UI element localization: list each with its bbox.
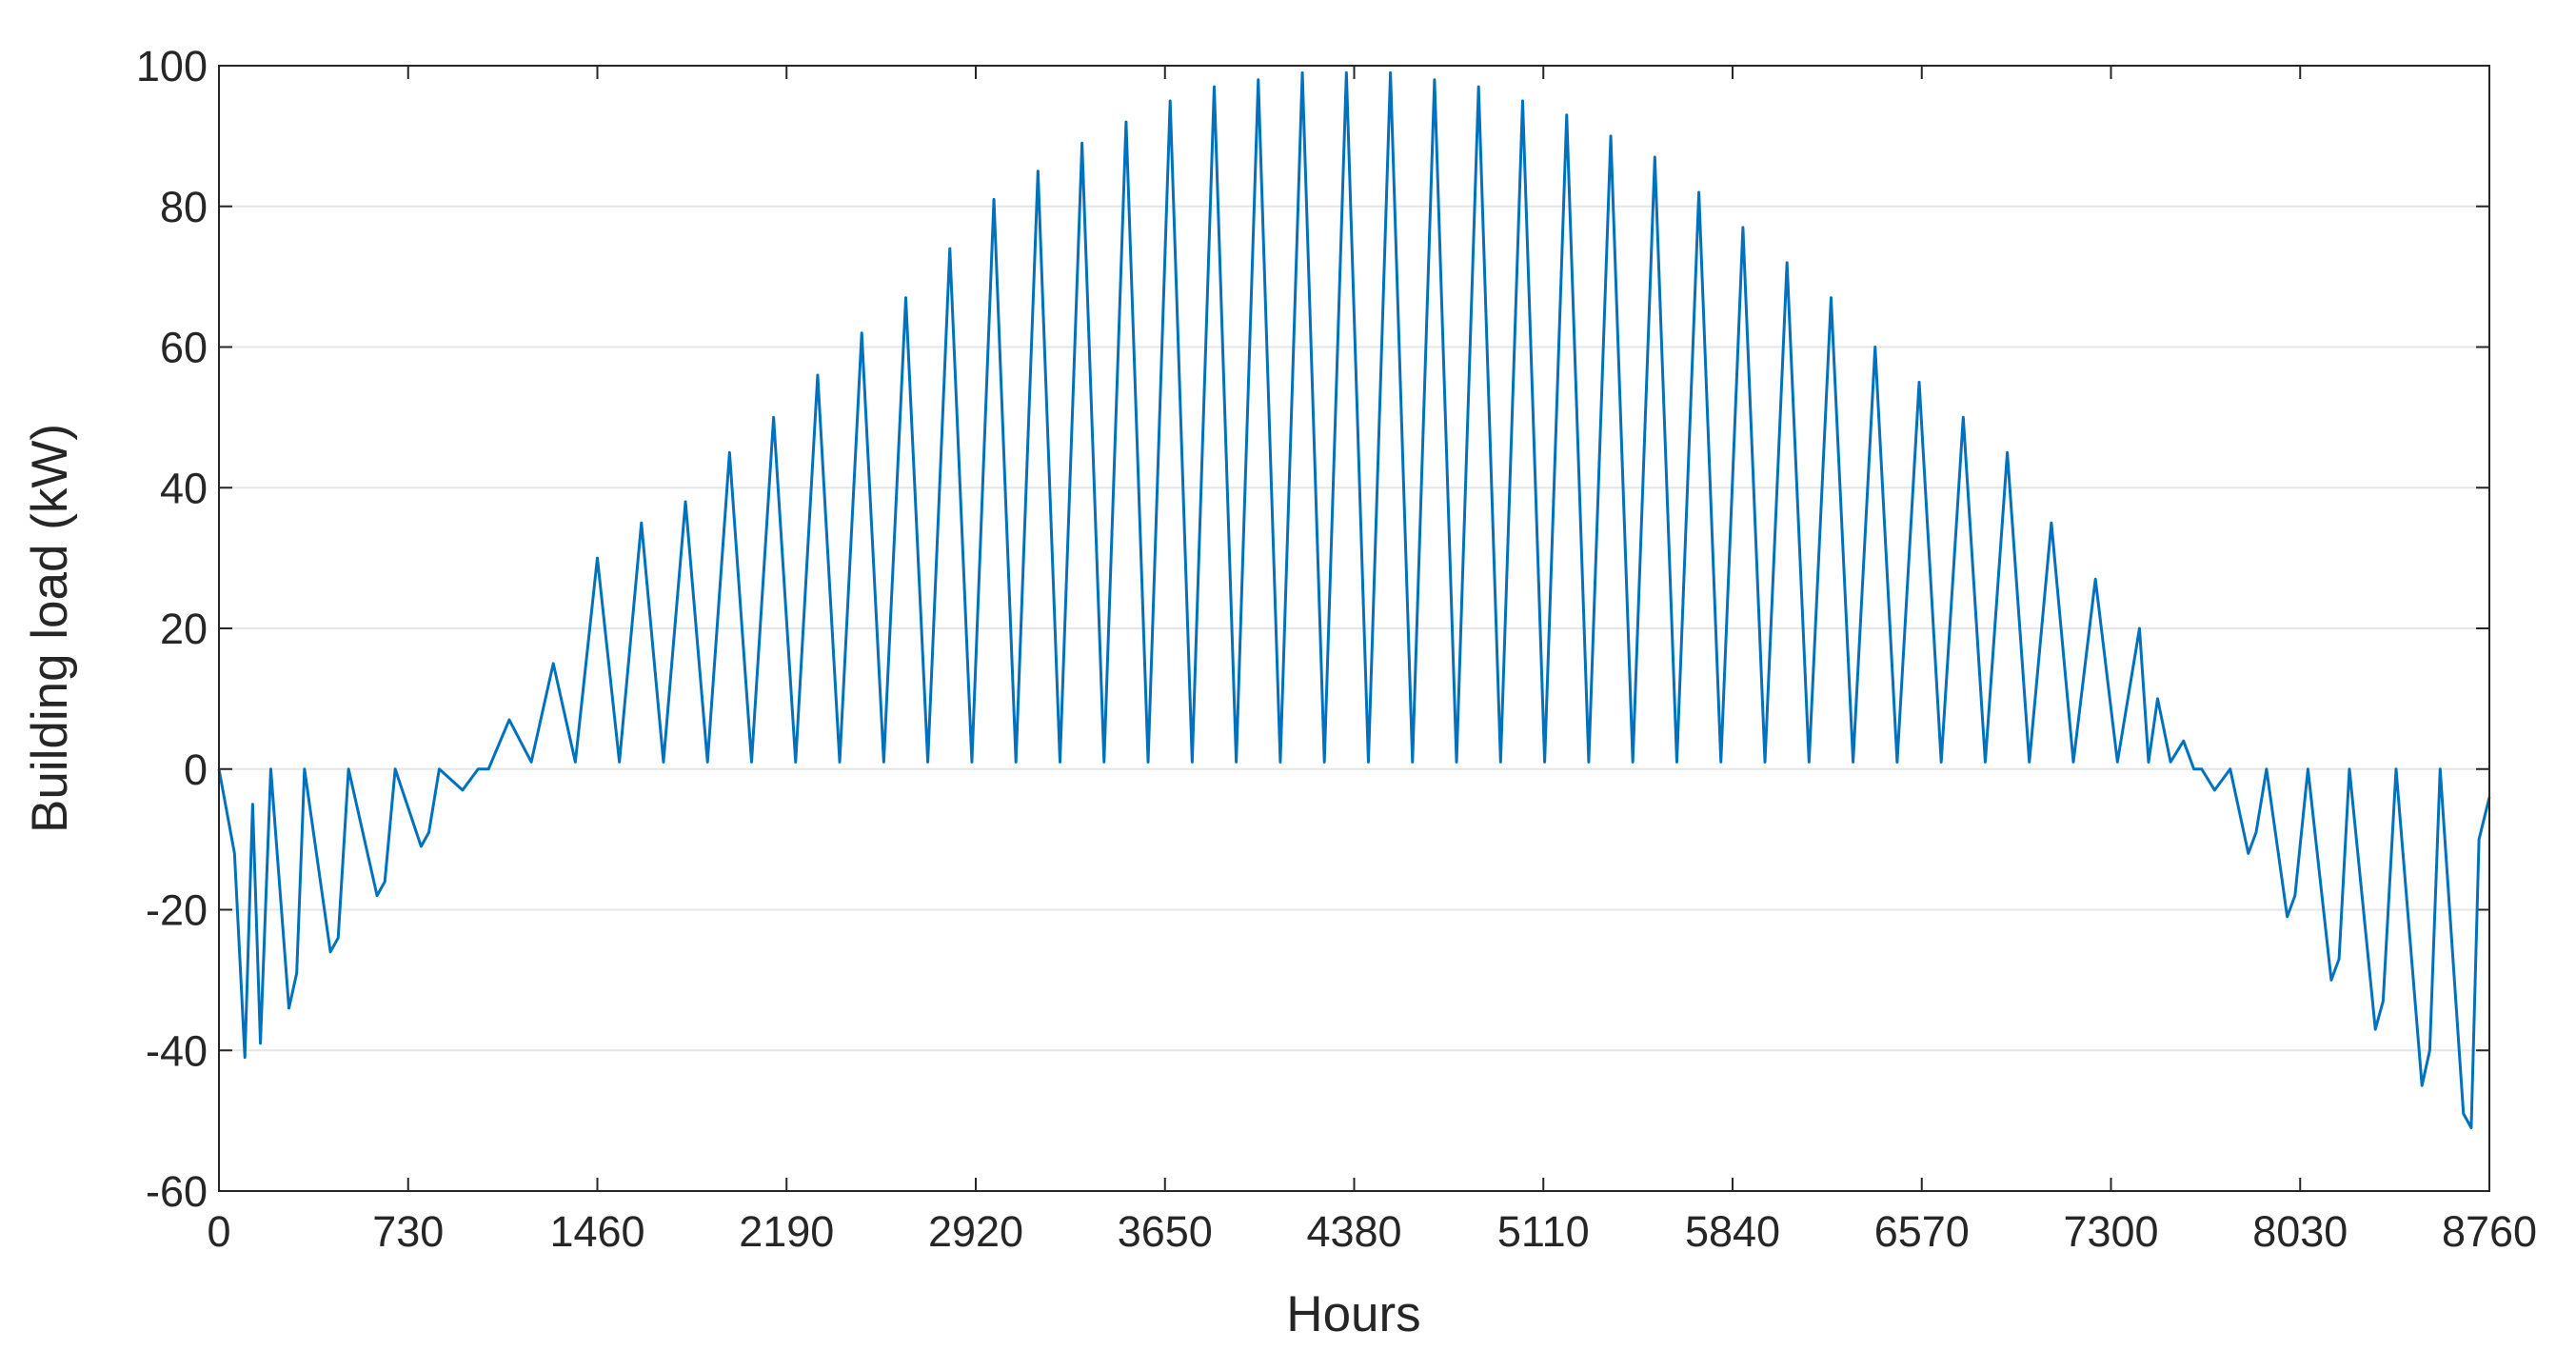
data-line xyxy=(217,70,2491,1130)
x-tick-label: 0 xyxy=(207,1207,230,1256)
x-tick-label: 5110 xyxy=(1497,1207,1590,1256)
x-axis-label: Hours xyxy=(1286,1286,1420,1342)
x-tick-label: 3650 xyxy=(1118,1207,1213,1256)
y-tick-label: 20 xyxy=(160,605,208,653)
plot-frame xyxy=(218,65,2490,1192)
x-tick-label: 8030 xyxy=(2252,1207,2348,1256)
x-tick-label: 2190 xyxy=(739,1207,834,1256)
x-tick-label: 7300 xyxy=(2063,1207,2158,1256)
x-tick-label: 1460 xyxy=(549,1207,644,1256)
x-tick-label: 4380 xyxy=(1306,1207,1401,1256)
x-tick-label: 730 xyxy=(372,1207,444,1256)
y-axis-label: Building load (kW) xyxy=(22,424,78,833)
y-tick-label: 40 xyxy=(160,464,208,512)
y-tick-label: 0 xyxy=(184,745,208,794)
x-tick-label: 2920 xyxy=(928,1207,1023,1256)
y-tick-label: -20 xyxy=(146,886,208,935)
y-tick-label: 60 xyxy=(160,324,208,372)
y-tick-label: 100 xyxy=(136,42,208,90)
x-tick-label: 5840 xyxy=(1685,1207,1780,1256)
x-tick-label: 8760 xyxy=(2442,1207,2537,1256)
y-tick-label: 80 xyxy=(160,183,208,231)
y-tick-label: -40 xyxy=(146,1026,208,1075)
y-tick-label: -60 xyxy=(146,1167,208,1216)
x-tick-label: 6570 xyxy=(1874,1207,1970,1256)
